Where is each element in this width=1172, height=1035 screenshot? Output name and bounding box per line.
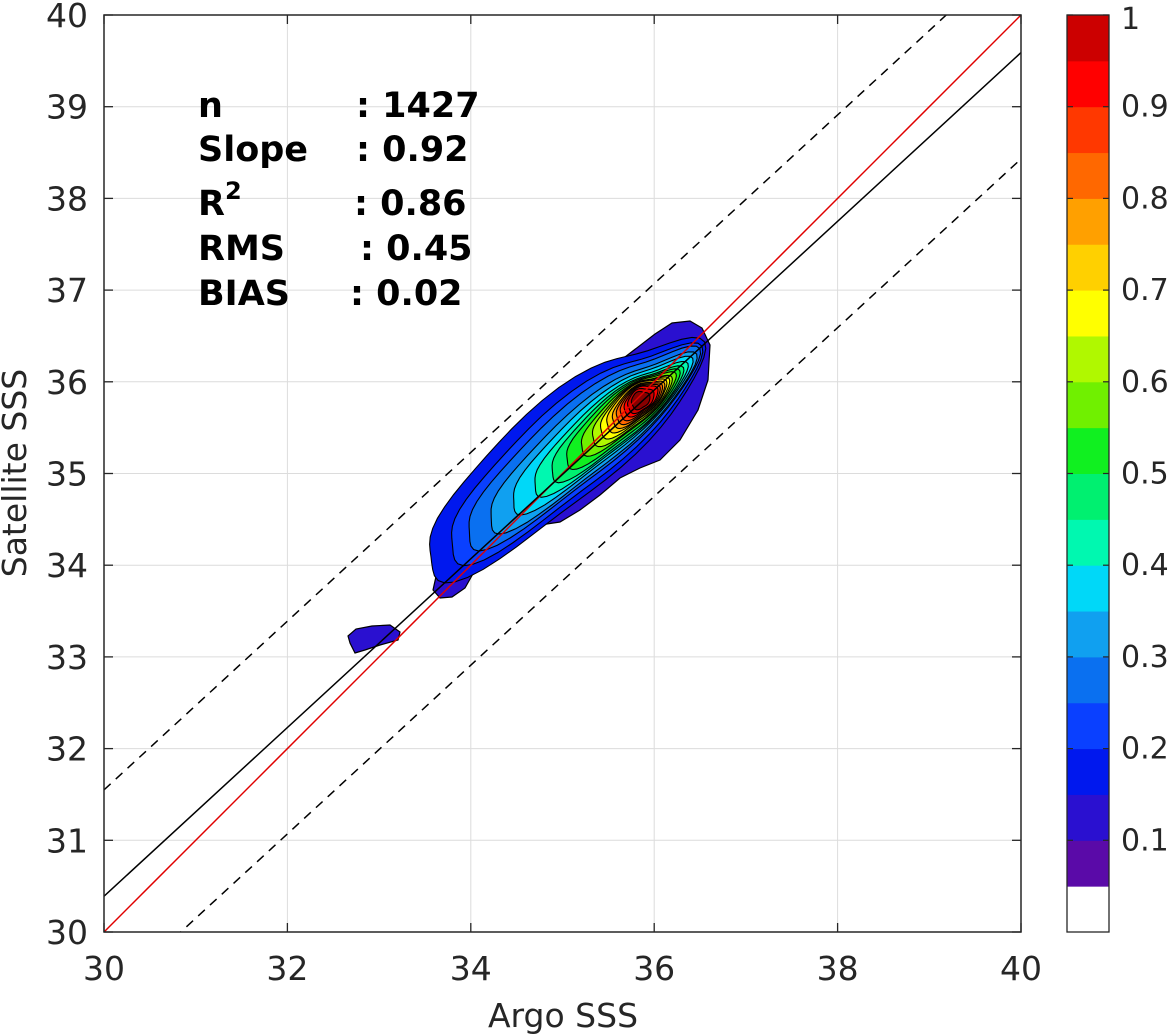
y-tick-label: 34 xyxy=(46,546,88,585)
y-tick-label: 33 xyxy=(46,638,88,677)
colorbar-tick-label: 0.2 xyxy=(1121,732,1169,767)
stats-box: n : 1427 Slope : 0.92 R2 : 0.86 RMS : 0.… xyxy=(198,86,480,314)
colorbar-segment xyxy=(1067,244,1109,291)
colorbar-tick-label: 0.4 xyxy=(1121,548,1169,583)
stat-r2-value: : 0.86 xyxy=(354,184,467,224)
colorbar-segment xyxy=(1067,611,1109,658)
contour-level-19 xyxy=(630,390,651,411)
x-axis-label: Argo SSS xyxy=(488,996,638,1035)
colorbar-segment xyxy=(1067,702,1109,750)
colorbar-tick-label: 0.6 xyxy=(1121,365,1169,400)
y-tick-label: 31 xyxy=(46,821,88,860)
colorbar-tick-label: 0.8 xyxy=(1121,181,1169,216)
y-axis-label: Satellite SSS xyxy=(0,369,34,578)
x-tick-label: 34 xyxy=(450,949,492,988)
stat-rms-label: RMS xyxy=(198,229,285,269)
stat-bias-value: : 0.02 xyxy=(350,274,463,314)
colorbar-tick-label: 0.9 xyxy=(1121,90,1169,125)
axis-ticks: 30 32 34 36 38 40 30 31 32 33 34 35 36 37 38 39 40 xyxy=(46,0,1042,988)
y-tick-label: 39 xyxy=(46,88,88,127)
y-tick-label: 38 xyxy=(46,179,88,218)
colorbar-tick-label: 0.1 xyxy=(1121,823,1169,858)
colorbar-segment xyxy=(1067,335,1109,383)
colorbar: 0.1 0.2 0.3 0.4 0.5 0.6 0.7 0.8 0.9 1 xyxy=(1066,2,1169,933)
colorbar-tick-label: 0.7 xyxy=(1121,273,1169,308)
y-tick-label: 30 xyxy=(46,913,88,952)
y-tick-label: 36 xyxy=(46,363,88,402)
colorbar-segment xyxy=(1067,748,1109,795)
colorbar-segment xyxy=(1067,290,1109,337)
y-tick-label: 35 xyxy=(46,455,88,494)
colorbar-segment xyxy=(1067,152,1109,199)
stat-n-value: : 1427 xyxy=(356,86,480,126)
stat-slope-label: Slope xyxy=(198,130,308,170)
x-tick-label: 32 xyxy=(266,949,308,988)
regression-line xyxy=(104,52,1021,897)
x-tick-label: 40 xyxy=(1000,949,1042,988)
stat-bias-label: BIAS xyxy=(198,274,290,314)
colorbar-tick-label: 0.3 xyxy=(1121,640,1169,675)
stat-r2-base: R xyxy=(198,184,225,224)
colorbar-segment xyxy=(1067,198,1109,245)
colorbar-segment xyxy=(1067,60,1109,108)
colorbar-segment xyxy=(1067,15,1109,62)
stat-r2-label: R2 xyxy=(198,177,242,224)
x-tick-label: 36 xyxy=(633,949,675,988)
colorbar-tick-label: 1 xyxy=(1121,2,1140,37)
colorbar-segment xyxy=(1067,886,1109,933)
colorbar-segment xyxy=(1067,381,1109,429)
colorbar-segment xyxy=(1067,427,1109,474)
stat-n-label: n xyxy=(198,86,223,126)
colorbar-segment xyxy=(1067,519,1109,566)
stat-r2-superscript: 2 xyxy=(225,177,242,205)
y-tick-label: 40 xyxy=(46,0,88,35)
y-tick-label: 32 xyxy=(46,730,88,769)
stat-slope-value: : 0.92 xyxy=(356,130,469,170)
colorbar-segment xyxy=(1067,106,1109,154)
colorbar-segment xyxy=(1067,656,1109,704)
y-tick-label: 37 xyxy=(46,271,88,310)
colorbar-segment xyxy=(1067,794,1109,841)
colorbar-segment xyxy=(1067,473,1109,520)
colorbar-tick-label: 0.5 xyxy=(1121,457,1169,492)
colorbar-segment xyxy=(1067,565,1109,612)
x-tick-label: 38 xyxy=(817,949,859,988)
stat-rms-value: : 0.45 xyxy=(360,229,473,269)
colorbar-segment xyxy=(1067,840,1109,887)
reference-lines xyxy=(104,15,1021,932)
contour-level-1-island xyxy=(347,624,401,654)
x-tick-label: 30 xyxy=(83,949,125,988)
